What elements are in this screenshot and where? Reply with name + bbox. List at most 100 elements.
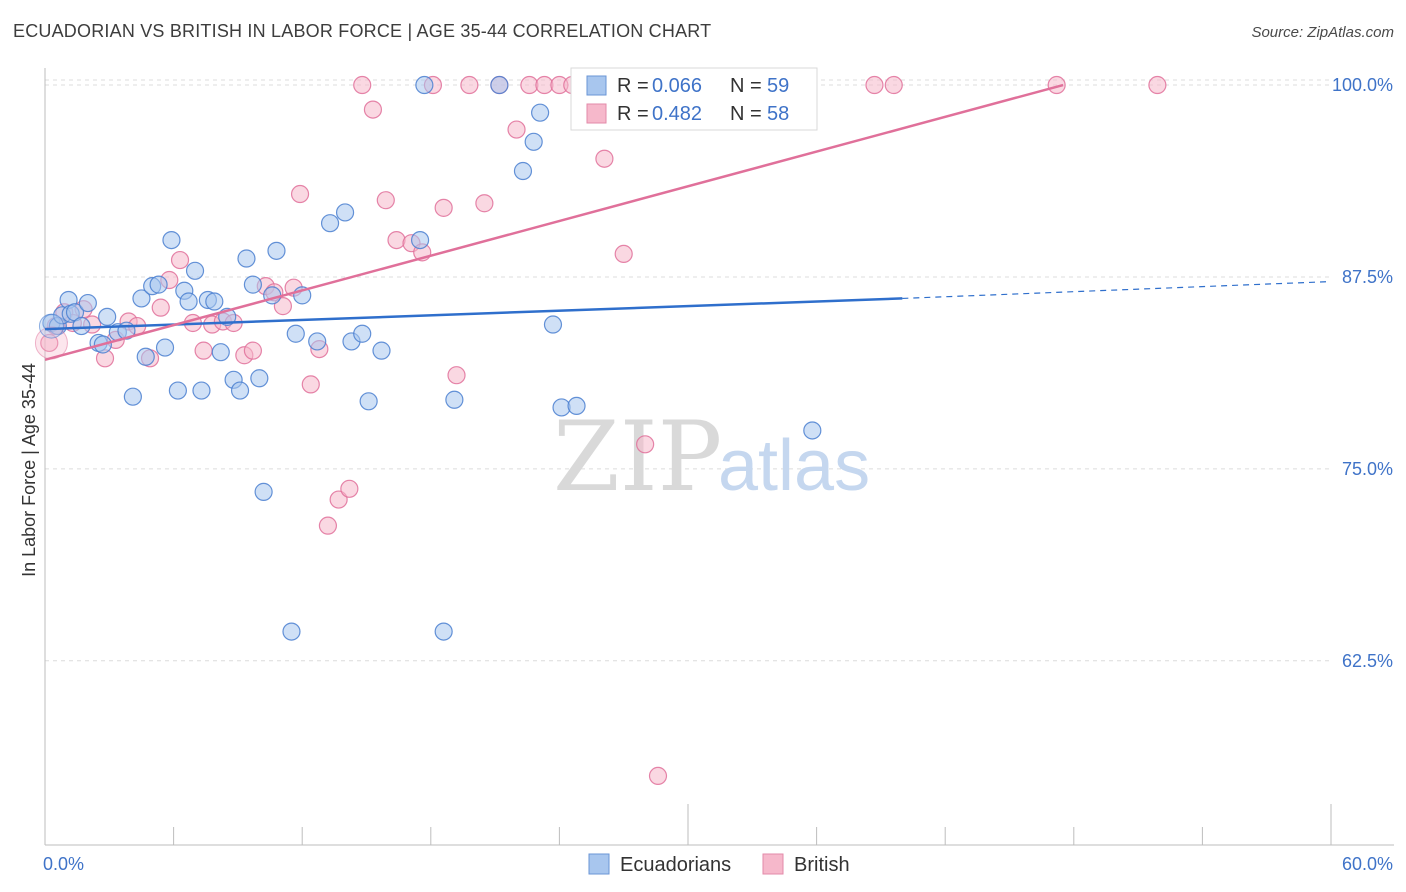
point-british (329, 490, 348, 509)
point-ecuadorians (353, 324, 372, 343)
point-ecuadorians (415, 75, 434, 95)
legend-r-label-ecuadorians: R = (617, 75, 649, 97)
bottom-legend-ecuadorians: Ecuadorians (620, 854, 731, 876)
point-ecuadorians (282, 622, 301, 641)
axes (44, 68, 1394, 846)
watermark-atlas: atlas (718, 426, 870, 506)
legend-r-value-british: 0.482 (652, 103, 702, 125)
y-axis-label: In Labor Force | Age 35-44 (19, 363, 39, 577)
point-ecuadorians (72, 316, 91, 336)
gridlines (45, 79, 1331, 662)
point-ecuadorians (136, 347, 155, 366)
x-tick-label-min: 0.0% (43, 854, 84, 874)
point-ecuadorians (149, 275, 168, 294)
point-ecuadorians (524, 132, 543, 151)
point-british (301, 375, 320, 394)
point-ecuadorians (123, 387, 142, 406)
point-british (434, 198, 453, 217)
point-british (447, 366, 466, 385)
point-ecuadorians (308, 332, 327, 351)
point-british (243, 341, 263, 360)
trend-line-ecuadorians-extension (902, 280, 1332, 300)
trend-line-ecuadorians (44, 297, 903, 331)
point-british (151, 298, 170, 317)
point-ecuadorians (567, 396, 586, 416)
y-tick-label: 87.5% (1342, 267, 1393, 287)
point-ecuadorians (237, 249, 256, 268)
point-ecuadorians (243, 275, 263, 294)
point-ecuadorians-cluster (38, 313, 64, 339)
point-ecuadorians (490, 75, 509, 95)
y-tick-label: 62.5% (1342, 651, 1393, 671)
bottom-legend-british: British (794, 854, 850, 876)
point-british (170, 250, 190, 270)
point-ecuadorians (230, 381, 250, 400)
y-tick-label: 75.0% (1342, 459, 1393, 479)
point-british (614, 244, 633, 264)
point-ecuadorians (211, 343, 230, 362)
point-british (595, 149, 614, 168)
point-ecuadorians (254, 482, 273, 501)
tick-labels: 100.0% 87.5% 75.0% 62.5% 0.0% 60.0% (43, 75, 1393, 874)
legend-n-value-british: 58 (767, 103, 789, 125)
point-ecuadorians (410, 230, 430, 250)
point-british (340, 479, 359, 498)
legend-r-value-ecuadorians: 0.066 (652, 75, 702, 97)
point-british (194, 341, 213, 360)
point-ecuadorians (286, 324, 305, 343)
point-british (353, 75, 372, 95)
point-ecuadorians (320, 214, 340, 233)
point-british (865, 75, 884, 95)
point-ecuadorians (543, 315, 563, 334)
point-british (475, 194, 494, 213)
point-british (884, 75, 903, 95)
point-ecuadorians (132, 289, 151, 308)
watermark-zip: ZIP (553, 401, 722, 513)
point-british (460, 75, 479, 95)
point-british (387, 230, 406, 250)
point-ecuadorians (803, 421, 822, 440)
trend-line-british (44, 83, 1064, 362)
legend-swatch-ecuadorians (586, 75, 607, 96)
point-ecuadorians (335, 203, 355, 222)
point-ecuadorians (445, 390, 464, 409)
point-ecuadorians (155, 338, 175, 357)
point-british (318, 516, 338, 535)
bottom-legend-swatch-british (762, 853, 784, 875)
legend-swatch-british (586, 103, 607, 124)
source-credit: Source: ZipAtlas.com (1251, 24, 1394, 41)
data-points (34, 75, 1167, 786)
point-british (1148, 75, 1167, 95)
point-ecuadorians (267, 241, 286, 260)
stats-legend: R = 0.066 N = 59 R = 0.482 N = 58 (570, 67, 818, 131)
point-british (40, 333, 59, 353)
trend-lines (44, 83, 1332, 362)
point-ecuadorians (185, 261, 205, 280)
legend-n-value-ecuadorians: 59 (767, 75, 789, 97)
point-ecuadorians (179, 292, 198, 311)
legend-n-label-ecuadorians: N = (730, 75, 762, 97)
point-ecuadorians (552, 398, 571, 417)
point-ecuadorians (513, 161, 533, 181)
y-tick-label: 100.0% (1332, 75, 1393, 95)
point-british (273, 297, 293, 316)
point-ecuadorians (98, 307, 117, 326)
legend-n-label-british: N = (730, 103, 762, 125)
point-british (363, 100, 383, 119)
stats-legend-box (570, 67, 818, 131)
bottom-legend-swatch-ecuadorians (588, 853, 610, 875)
point-british (290, 184, 310, 204)
point-british (648, 766, 668, 786)
x-tick-label-max: 60.0% (1342, 854, 1393, 874)
point-british (636, 435, 655, 454)
point-british (507, 120, 526, 139)
watermark: ZIP atlas (553, 401, 870, 513)
chart-title: ECUADORIAN VS BRITISH IN LABOR FORCE | A… (13, 21, 712, 41)
point-ecuadorians (531, 103, 550, 122)
legend-r-label-british: R = (617, 103, 649, 125)
point-ecuadorians (434, 622, 453, 641)
point-ecuadorians (192, 381, 211, 400)
point-ecuadorians (359, 392, 378, 411)
point-british (1047, 75, 1066, 95)
